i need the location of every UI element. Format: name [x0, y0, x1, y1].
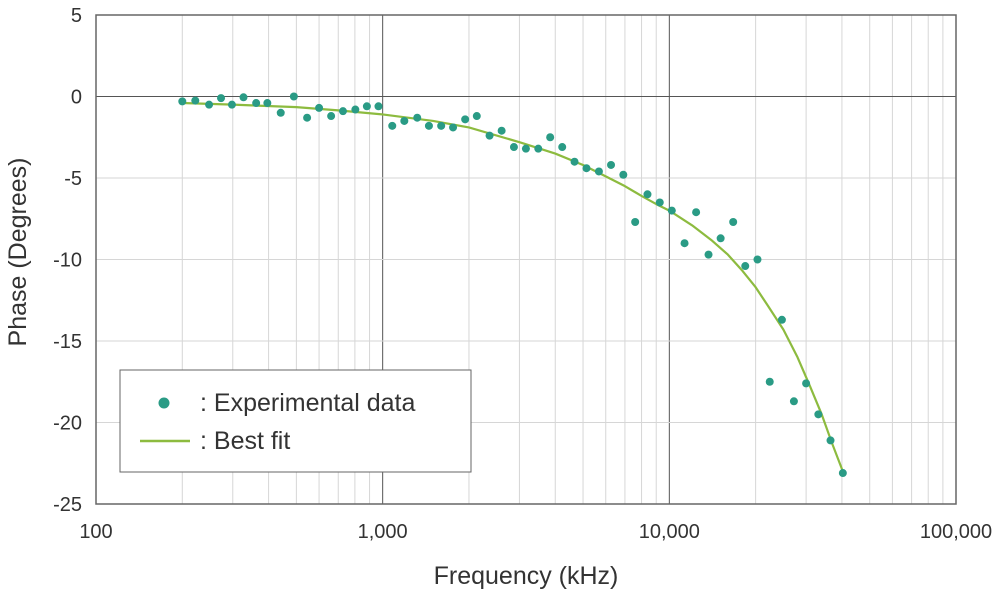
data-point — [227, 100, 236, 109]
data-point — [558, 143, 567, 152]
y-tick-label: 0 — [71, 87, 82, 109]
data-point — [826, 436, 835, 445]
data-point — [388, 121, 397, 130]
data-point — [814, 410, 823, 419]
data-point — [178, 97, 187, 106]
data-point — [729, 218, 738, 227]
data-point — [777, 315, 786, 324]
data-point — [765, 377, 774, 386]
legend-marker-icon — [158, 397, 170, 409]
data-point — [643, 190, 652, 199]
x-tick-label: 100 — [79, 521, 112, 543]
y-tick-label: 5 — [71, 5, 82, 27]
data-point — [582, 164, 591, 173]
data-point — [838, 469, 847, 478]
data-point — [413, 113, 422, 122]
data-point — [546, 133, 555, 142]
x-tick-label: 1,000 — [358, 521, 408, 543]
data-point — [351, 105, 360, 114]
data-point — [276, 108, 285, 117]
data-point — [655, 198, 664, 207]
data-point — [485, 131, 494, 140]
data-point — [680, 239, 689, 248]
data-point — [704, 250, 713, 259]
data-point — [263, 99, 272, 108]
data-point — [327, 112, 336, 121]
data-point — [315, 103, 324, 112]
y-tick-label: -15 — [53, 331, 82, 353]
data-point — [534, 144, 543, 153]
data-point — [303, 113, 312, 122]
data-point — [449, 123, 458, 132]
y-tick-label: -10 — [53, 250, 82, 272]
data-point — [802, 379, 811, 388]
legend-box — [119, 369, 472, 473]
data-point — [789, 397, 798, 406]
data-points-layer — [178, 92, 847, 478]
data-point — [374, 102, 383, 111]
data-point — [619, 170, 628, 179]
data-point — [461, 115, 470, 124]
data-point — [667, 206, 676, 215]
plot-frame — [95, 14, 957, 505]
data-point — [607, 160, 616, 169]
data-point — [472, 112, 481, 121]
y-tick-label: -20 — [53, 413, 82, 435]
y-tick-label: -5 — [64, 168, 82, 190]
data-point — [570, 157, 579, 166]
data-point — [400, 116, 409, 125]
data-point — [753, 255, 762, 264]
data-point — [338, 107, 347, 116]
data-point — [521, 144, 530, 153]
data-point — [424, 121, 433, 130]
data-point — [716, 234, 725, 243]
legend-label-best-fit: : Best fit — [200, 427, 290, 455]
x-tick-label: 10,000 — [639, 521, 700, 543]
legend-label-experimental: : Experimental data — [200, 389, 415, 417]
x-tick-label: 100,000 — [920, 521, 992, 543]
data-point — [205, 100, 214, 109]
data-point — [741, 262, 750, 271]
legend: : Experimental data : Best fit — [119, 369, 472, 473]
data-point — [594, 167, 603, 176]
grid — [96, 15, 956, 504]
data-point — [239, 93, 248, 102]
data-point — [497, 126, 506, 135]
y-tick-label: -25 — [53, 494, 82, 516]
data-point — [692, 208, 701, 217]
data-point — [217, 94, 226, 103]
data-point — [252, 99, 261, 108]
data-point — [509, 143, 518, 152]
data-point — [191, 96, 200, 105]
tick-labels: 100 1,000 10,000 100,000 5 0 -5 -10 -15 -20 -25 — [53, 5, 992, 543]
data-point — [631, 218, 640, 227]
x-axis-title: Frequency (kHz) — [434, 562, 619, 590]
y-axis-title: Phase (Degrees) — [4, 158, 32, 347]
data-point — [362, 102, 371, 111]
data-point — [437, 121, 446, 130]
data-point — [289, 92, 298, 101]
